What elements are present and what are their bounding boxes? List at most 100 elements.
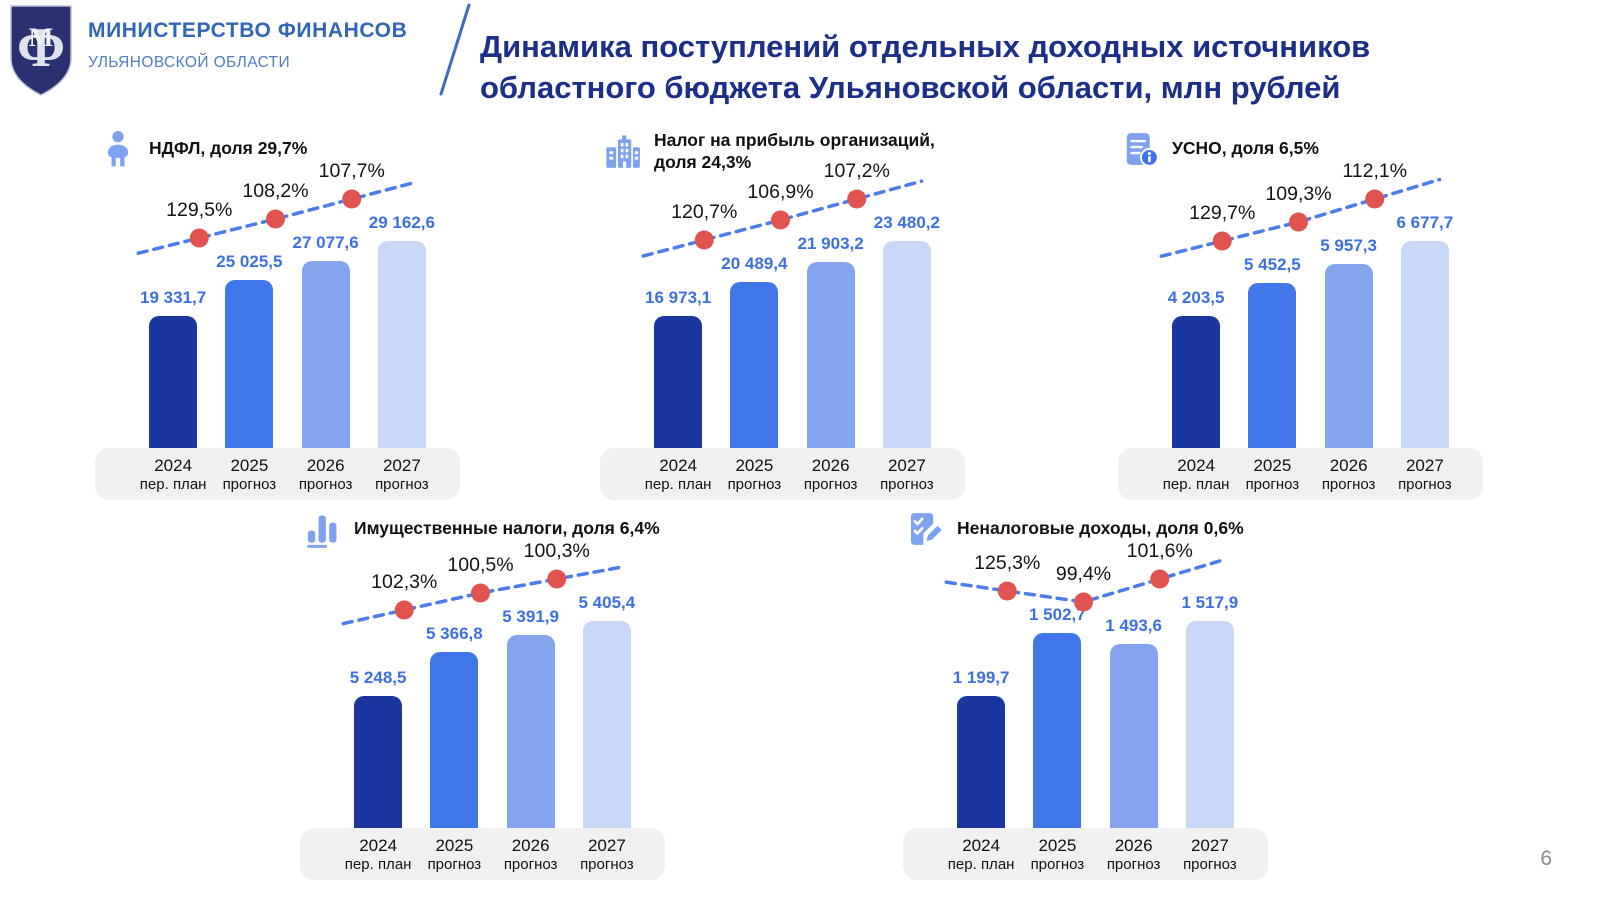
x-axis-category: 2025 прогноз: [1019, 828, 1095, 880]
chart-title: УСНО, доля 6,5%: [1172, 138, 1319, 159]
bar-value-label: 6 677,7: [1396, 213, 1454, 232]
category-year: 2025: [435, 836, 474, 855]
x-axis-category: 2027 прогноз: [869, 448, 945, 500]
x-axis: 2024 пер. план 2025 прогноз 2026 прогноз…: [1118, 448, 1483, 500]
bar-2025: [225, 280, 274, 448]
divider-slash: [439, 3, 471, 96]
x-axis-category: 2026 прогноз: [288, 448, 364, 500]
chart-title: НДФЛ, доля 29,7%: [149, 138, 308, 159]
category-year: 2024: [154, 456, 193, 475]
category-year: 2026: [1114, 836, 1153, 855]
growth-percent-label: 107,2%: [823, 160, 890, 182]
x-axis-category: 2024 пер. план: [1158, 448, 1234, 500]
x-axis-category: 2024 пер. план: [943, 828, 1019, 880]
category-sublabel: пер. план: [947, 856, 1015, 874]
x-axis-category: 2026 прогноз: [1096, 828, 1172, 880]
trend-marker: [1212, 231, 1232, 251]
growth-percent-label: 120,7%: [671, 201, 738, 223]
x-axis-category: 2024 пер. план: [640, 448, 716, 500]
trend-marker: [189, 228, 209, 248]
category-sublabel: пер. план: [139, 476, 207, 494]
bar-value-label: 1 517,9: [1181, 593, 1239, 612]
trend-marker: [997, 581, 1017, 601]
x-axis-category: 2027 прогноз: [1387, 448, 1463, 500]
bar-value-label: 5 405,4: [578, 593, 636, 612]
category-year: 2027: [587, 836, 626, 855]
category-sublabel: прогноз: [298, 476, 353, 494]
trend-marker: [847, 189, 867, 209]
category-year: 2026: [306, 456, 345, 475]
bar-2027: [377, 241, 426, 448]
category-year: 2025: [735, 456, 774, 475]
growth-percent-label: 101,6%: [1126, 540, 1193, 562]
category-sublabel: прогноз: [375, 476, 429, 494]
bar-value-label: 27 077,6: [292, 233, 359, 252]
growth-percent-label: 107,7%: [318, 160, 385, 182]
x-axis-category: 2024 пер. план: [135, 448, 211, 500]
bar-value-label: 29 162,6: [368, 213, 435, 232]
document-info-icon: [1122, 130, 1160, 168]
growth-percent-label: 99,4%: [1055, 563, 1112, 585]
bar-value-label: 1 493,6: [1105, 616, 1162, 635]
chart-title: Имущественные налоги, доля 6,4%: [354, 518, 660, 539]
trend-marker: [471, 583, 490, 603]
page-number: 6: [1540, 847, 1552, 870]
category-year: 2027: [382, 456, 421, 475]
chart-property-taxes: Имущественные налоги, доля 6,4% 5 248,5 5…: [300, 506, 665, 880]
bar-2027: [1185, 621, 1234, 828]
chart-usno: УСНО, доля 6,5% 4 203,5 5 452,5 5 957,3 6 6…: [1118, 126, 1483, 500]
x-axis: 2024 пер. план 2025 прогноз 2026 прогноз…: [300, 828, 665, 880]
bar-2024: [354, 696, 403, 828]
bar-value-label: 16 973,1: [645, 288, 712, 307]
growth-percent-label: 108,2%: [242, 180, 309, 202]
growth-percent-label: 100,3%: [523, 540, 590, 562]
x-axis: 2024 пер. план 2025 прогноз 2026 прогноз…: [903, 828, 1268, 880]
bar-2025: [1248, 283, 1297, 448]
x-axis-category: 2027 прогноз: [1172, 828, 1248, 880]
category-year: 2026: [511, 836, 550, 855]
category-sublabel: прогноз: [727, 476, 782, 494]
chart-header: УСНО, доля 6,5%: [1122, 130, 1319, 168]
category-year: 2024: [1177, 456, 1216, 475]
category-sublabel: прогноз: [1245, 476, 1300, 494]
bar-value-label: 23 480,2: [873, 213, 940, 232]
category-year: 2024: [659, 456, 698, 475]
category-sublabel: прогноз: [1106, 856, 1161, 874]
category-year: 2026: [1329, 456, 1368, 475]
x-axis-category: 2025 прогноз: [211, 448, 287, 500]
trend-marker: [1289, 212, 1308, 232]
bar-value-label: 21 903,2: [797, 234, 864, 253]
person-icon: [99, 130, 137, 168]
x-axis-category: 2027 прогноз: [364, 448, 440, 500]
category-year: 2027: [887, 456, 926, 475]
category-year: 2025: [1038, 836, 1077, 855]
category-year: 2027: [1190, 836, 1229, 855]
chart-title: Налог на прибыль организаций, доля 24,3%: [654, 130, 935, 172]
bar-value-label: 1 502,7: [1029, 605, 1086, 624]
chart-header: Налог на прибыль организаций, доля 24,3%: [604, 130, 939, 174]
category-sublabel: пер. план: [344, 856, 412, 874]
category-sublabel: прогноз: [803, 476, 858, 494]
category-year: 2024: [359, 836, 398, 855]
bar-2026: [806, 262, 855, 448]
category-year: 2025: [230, 456, 269, 475]
x-axis-category: 2024 пер. план: [340, 828, 416, 880]
x-axis-category: 2027 прогноз: [569, 828, 645, 880]
trend-marker: [1150, 569, 1170, 589]
bar-2026: [506, 635, 555, 828]
category-sublabel: прогноз: [1398, 476, 1452, 494]
slide-header: Ф М МИНИСТЕРСТВО ФИНАНСОВ УЛЬЯНОВСКОЙ ОБ…: [0, 0, 1600, 110]
trend-marker: [694, 230, 714, 250]
category-year: 2025: [1253, 456, 1292, 475]
growth-percent-label: 109,3%: [1265, 183, 1332, 205]
bar-value-label: 4 203,5: [1167, 288, 1225, 307]
org-name-line1: МИНИСТЕРСТВО ФИНАНСОВ: [88, 19, 408, 42]
trend-marker: [547, 569, 567, 589]
bar-2025: [430, 652, 479, 828]
checklist-pencil-icon: [907, 510, 945, 548]
growth-percent-label: 112,1%: [1342, 160, 1408, 182]
category-sublabel: прогноз: [580, 856, 634, 874]
category-sublabel: прогноз: [1321, 476, 1376, 494]
bar-value-label: 5 957,3: [1320, 236, 1377, 255]
